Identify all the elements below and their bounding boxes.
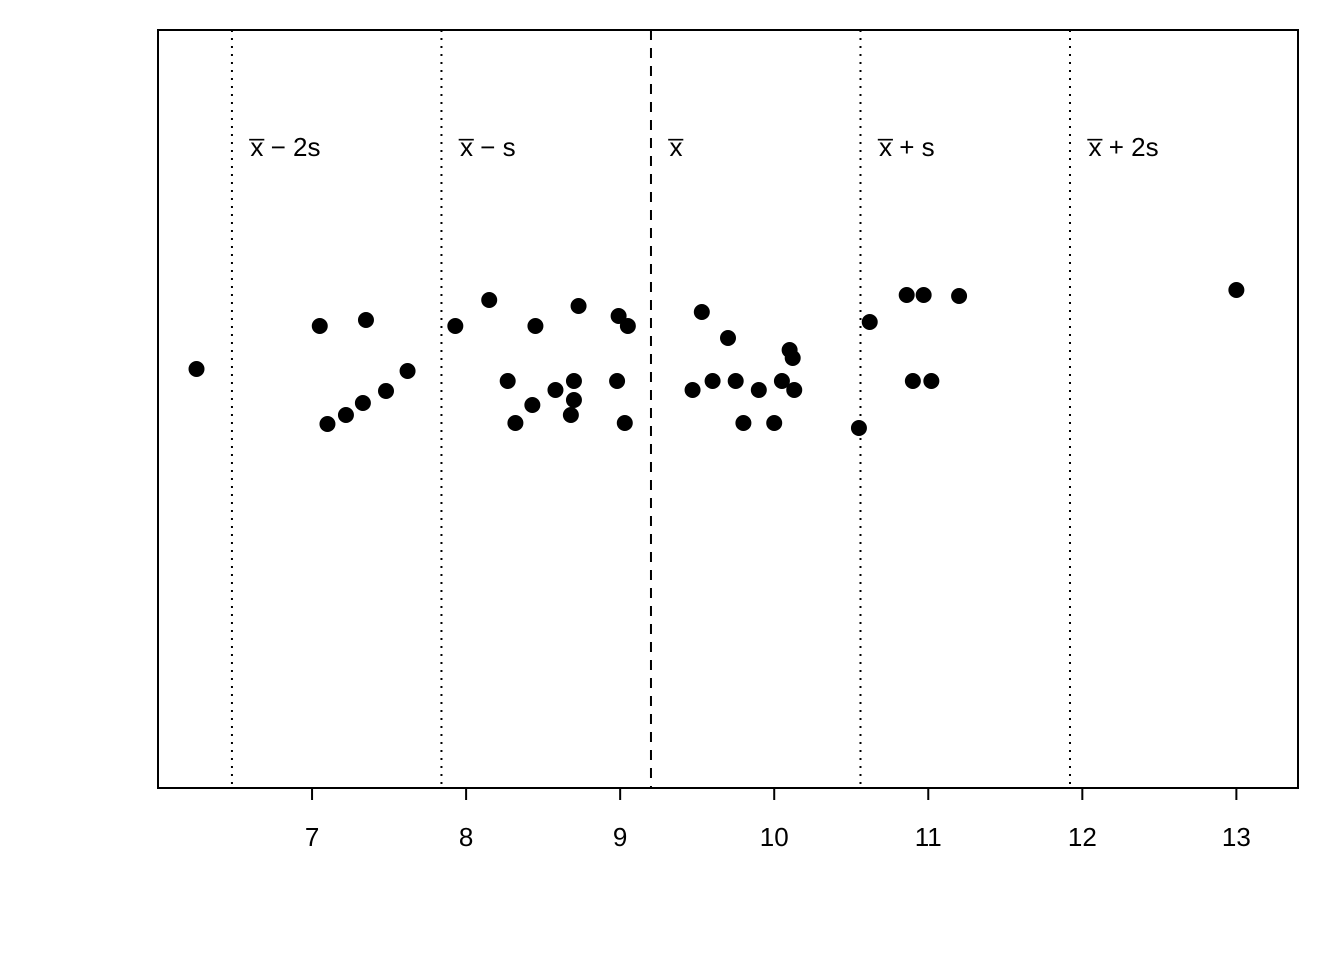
data-point xyxy=(566,373,582,389)
data-point xyxy=(617,415,633,431)
data-point xyxy=(785,350,801,366)
strip-chart: x̅ − 2s x̅ − s x̅ x̅ + s x̅ + 2s 7 8 9 10 11 12 13 xyxy=(0,0,1344,960)
data-point xyxy=(609,373,625,389)
data-point xyxy=(923,373,939,389)
data-point xyxy=(728,373,744,389)
data-point xyxy=(571,298,587,314)
data-point xyxy=(862,314,878,330)
x-tick-label: 7 xyxy=(305,822,319,852)
data-point xyxy=(563,407,579,423)
data-point xyxy=(916,287,932,303)
data-point xyxy=(358,312,374,328)
data-point xyxy=(766,415,782,431)
data-point xyxy=(355,395,371,411)
data-point xyxy=(694,304,710,320)
data-point xyxy=(720,330,736,346)
data-point xyxy=(319,416,335,432)
x-tick-label: 13 xyxy=(1222,822,1251,852)
data-point xyxy=(338,407,354,423)
data-point xyxy=(786,382,802,398)
data-point xyxy=(507,415,523,431)
x-tick-label: 9 xyxy=(613,822,627,852)
data-point xyxy=(481,292,497,308)
data-point xyxy=(524,397,540,413)
x-tick-label: 11 xyxy=(915,822,942,852)
data-point xyxy=(378,383,394,399)
reference-label-1: x̅ − s xyxy=(458,132,515,162)
reference-label-3: x̅ + s xyxy=(877,132,934,162)
data-point xyxy=(400,363,416,379)
data-point xyxy=(905,373,921,389)
data-point xyxy=(620,318,636,334)
data-point xyxy=(685,382,701,398)
data-point xyxy=(189,361,205,377)
x-tick-label: 12 xyxy=(1068,822,1097,852)
data-point xyxy=(312,318,328,334)
data-point xyxy=(899,287,915,303)
chart-svg: x̅ − 2s x̅ − s x̅ x̅ + s x̅ + 2s 7 8 9 10 11 12 13 xyxy=(0,0,1344,960)
reference-label-4: x̅ + 2s xyxy=(1087,132,1159,162)
data-point xyxy=(547,382,563,398)
x-tick-label: 8 xyxy=(459,822,473,852)
reference-label-2: x̅ xyxy=(668,132,684,162)
data-point xyxy=(705,373,721,389)
reference-label-0: x̅ − 2s xyxy=(249,132,321,162)
data-point xyxy=(951,288,967,304)
data-point xyxy=(751,382,767,398)
data-point xyxy=(735,415,751,431)
data-point xyxy=(527,318,543,334)
data-point xyxy=(566,392,582,408)
data-point xyxy=(500,373,516,389)
data-point xyxy=(1228,282,1244,298)
x-tick-label: 10 xyxy=(760,822,789,852)
data-point xyxy=(447,318,463,334)
data-point xyxy=(851,420,867,436)
